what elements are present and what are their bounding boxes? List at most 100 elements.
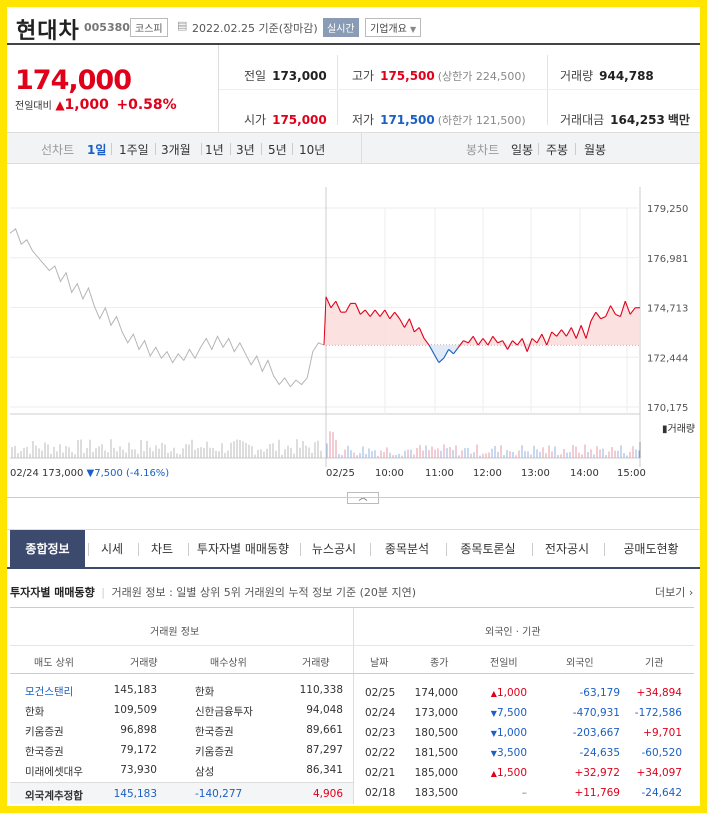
daily-diff-value: 1,000 bbox=[496, 687, 527, 699]
prev-summary: 02/24 173,000 ▼7,500 (-4.16%) bbox=[10, 468, 169, 477]
trader-title: 투자자별 매매동향 bbox=[10, 586, 95, 599]
section-tab-0[interactable]: 종합정보 bbox=[10, 530, 85, 568]
today-line-segment bbox=[521, 338, 528, 352]
today-line-segment bbox=[624, 301, 631, 315]
broker-sell-volume: 145,183 bbox=[113, 684, 157, 696]
broker-sell-name[interactable]: 한국증권 bbox=[25, 746, 64, 758]
daily-close: 183,500 bbox=[414, 787, 458, 799]
section-tab-6[interactable]: 종목토론실 bbox=[460, 542, 516, 556]
broker-sell-volume: 96,898 bbox=[120, 724, 157, 736]
tab-3m[interactable]: 3개월 bbox=[161, 143, 191, 157]
corp-info-dropdown[interactable]: 기업개요 ▼ bbox=[365, 18, 422, 37]
today-line-segment bbox=[438, 357, 445, 364]
broker-sell-name[interactable]: 키움증권 bbox=[25, 726, 64, 738]
today-line-segment bbox=[487, 336, 494, 346]
tab-10y[interactable]: 10년 bbox=[299, 143, 326, 157]
section-tab-2[interactable]: 차트 bbox=[150, 542, 174, 556]
today-line-segment bbox=[335, 300, 342, 313]
stock-header: 현대차 005380 코스피 ▤ 2022.02.25 기준(장마감) 실시간 … bbox=[7, 7, 700, 45]
stat-high: 고가 175,500 (상한가 224,500) bbox=[352, 69, 526, 83]
daily-inst: -172,586 bbox=[634, 707, 682, 719]
daily-foreign: -470,931 bbox=[572, 707, 620, 719]
period-tab-bar: 선차트 1일 1주일 3개월 1년 3년 5년 10년 봉차트 일봉 주봉 월봉 bbox=[7, 132, 700, 164]
daily-diff: ▲1,000 bbox=[465, 687, 527, 699]
broker-sell-name[interactable]: 미래에셋대우 bbox=[25, 766, 83, 778]
today-line-segment bbox=[345, 303, 352, 313]
broker-buy-name[interactable]: 한화 bbox=[195, 686, 215, 698]
today-line-segment bbox=[570, 327, 577, 339]
section-tab-4[interactable]: 뉴스공시 bbox=[311, 542, 357, 556]
today-line-segment bbox=[463, 340, 469, 344]
today-line-segment bbox=[536, 333, 543, 344]
broker-sell-name[interactable]: 모건스탠리 bbox=[25, 686, 74, 698]
today-line-segment bbox=[472, 336, 479, 346]
stock-title: 현대차 bbox=[16, 19, 80, 44]
collapse-chevron-icon[interactable]: ︿ bbox=[347, 492, 379, 504]
line-chart-label: 선차트 bbox=[41, 143, 75, 157]
broker-buy-name[interactable]: 한국증권 bbox=[195, 726, 234, 738]
col-close: 종가 bbox=[430, 658, 449, 669]
down-triangle-icon: ▼ bbox=[490, 709, 497, 718]
today-line-segment bbox=[448, 349, 454, 355]
broker-buy-volume: 89,661 bbox=[306, 724, 343, 736]
tab-5y[interactable]: 5년 bbox=[268, 143, 287, 157]
daily-inst: +34,894 bbox=[636, 687, 682, 699]
daily-foreign: +11,769 bbox=[574, 787, 620, 799]
tab-monthly-candle[interactable]: 월봉 bbox=[584, 143, 607, 157]
today-line-segment bbox=[610, 305, 616, 315]
today-line-segment bbox=[526, 338, 533, 352]
section-tab-1[interactable]: 시세 bbox=[100, 542, 124, 556]
tab-1w[interactable]: 1주일 bbox=[119, 143, 149, 157]
section-tab-8[interactable]: 공매도현황 bbox=[623, 542, 679, 556]
diff-percent: +0.58% bbox=[116, 97, 177, 113]
today-line-segment bbox=[502, 340, 509, 350]
daily-close: 180,500 bbox=[414, 727, 458, 739]
foreign-total-label: 외국계추정합 bbox=[25, 790, 83, 802]
price-panel: 174,000 전일대비 ▲1,000 +0.58% bbox=[7, 45, 219, 132]
current-price: 174,000 bbox=[15, 65, 132, 96]
price-change-row: 전일대비 ▲1,000 +0.58% bbox=[15, 97, 177, 113]
chevron-down-icon: ▼ bbox=[410, 25, 417, 34]
broker-sell-name[interactable]: 한화 bbox=[25, 706, 45, 718]
section-tab-5[interactable]: 종목분석 bbox=[384, 542, 430, 556]
daily-diff-value: 1,000 bbox=[496, 727, 527, 739]
stat-prev: 전일 173,000 bbox=[244, 69, 327, 83]
y-tick-label: 170,175 bbox=[647, 403, 688, 414]
tab-1d[interactable]: 1일 bbox=[87, 143, 107, 157]
broker-sell-volume: 109,509 bbox=[113, 704, 157, 716]
stat-volume: 거래량 944,788 bbox=[560, 69, 654, 83]
daily-foreign: -24,635 bbox=[579, 747, 620, 759]
today-line-segment bbox=[413, 327, 420, 333]
more-link[interactable]: 더보기 › bbox=[655, 586, 694, 599]
col-sell-top: 매도 상위 bbox=[34, 658, 74, 669]
section-tab-3[interactable]: 투자자별 매매동향 bbox=[196, 542, 290, 556]
tab-weekly-candle[interactable]: 주봉 bbox=[546, 143, 569, 157]
corp-info-label: 기업개요 bbox=[370, 24, 407, 35]
today-line-segment bbox=[389, 311, 396, 320]
tab-daily-candle[interactable]: 일봉 bbox=[511, 143, 534, 157]
realtime-button[interactable]: 실시간 bbox=[323, 18, 359, 37]
x-tick-label: 12:00 bbox=[473, 468, 502, 477]
trader-section-header: 투자자별 매매동향 | 거래원 정보 : 일별 상위 5위 거래원의 누적 정보… bbox=[10, 586, 417, 599]
today-line-segment bbox=[364, 309, 371, 317]
col-sell-volume: 거래량 bbox=[130, 658, 158, 669]
today-line-segment bbox=[374, 309, 381, 317]
foreign-header: 외국인 · 기관 bbox=[485, 627, 541, 638]
foreign-total-net: 4,906 bbox=[312, 788, 343, 800]
broker-buy-name[interactable]: 신한금융투자 bbox=[195, 706, 253, 718]
price-chart[interactable]: 179,250 176,981 174,713 172,444 170,175 02/25… bbox=[7, 187, 700, 477]
tab-3y[interactable]: 3년 bbox=[236, 143, 255, 157]
broker-buy-name[interactable]: 삼성 bbox=[195, 766, 215, 778]
today-line-segment bbox=[615, 313, 621, 318]
daily-close: 181,500 bbox=[414, 747, 458, 759]
today-line-segment bbox=[585, 320, 592, 339]
daily-close: 174,000 bbox=[414, 687, 458, 699]
today-line-segment bbox=[605, 305, 612, 317]
today-line-segment bbox=[433, 353, 440, 363]
tab-1y[interactable]: 1년 bbox=[205, 143, 224, 157]
today-line-segment bbox=[330, 300, 337, 309]
broker-buy-name[interactable]: 키움증권 bbox=[195, 746, 234, 758]
daily-close: 173,000 bbox=[414, 707, 458, 719]
section-tab-7[interactable]: 전자공시 bbox=[544, 542, 590, 556]
daily-foreign: +32,972 bbox=[574, 767, 620, 779]
